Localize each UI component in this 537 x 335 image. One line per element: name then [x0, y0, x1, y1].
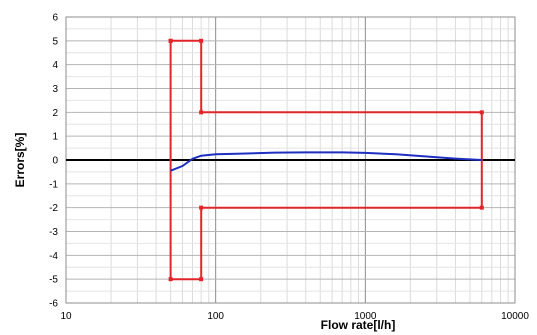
x-tick-label: 1000 [354, 311, 377, 322]
y-tick-label: 3 [52, 84, 58, 95]
data-point [168, 277, 173, 282]
y-tick-labels: 6 5 4 3 2 1 0 -1 -2 -3 -4 -5 -6 [49, 13, 58, 310]
y-tick-label: -6 [49, 299, 58, 310]
data-point [199, 38, 204, 43]
y-tick-label: 5 [52, 36, 58, 47]
data-point [199, 205, 204, 210]
y-tick-label: -5 [49, 275, 58, 286]
x-tick-labels: 10 100 1000 10000 [60, 311, 529, 322]
y-tick-label: 1 [52, 132, 58, 143]
y-tick-label: 4 [52, 60, 58, 71]
y-tick-label: 0 [52, 156, 58, 167]
data-point [199, 277, 204, 282]
y-tick-label: -4 [49, 251, 58, 262]
x-tick-label: 100 [207, 311, 224, 322]
data-point [168, 38, 173, 43]
series-layer [168, 38, 484, 282]
x-axis-title: Flow rate[l/h] [321, 318, 396, 332]
y-tick-label: -1 [49, 179, 58, 190]
y-tick-label: 6 [52, 13, 58, 24]
y-tick-label: 2 [52, 108, 58, 119]
x-tick-label: 10 [60, 311, 72, 322]
series-line-2 [170, 151, 482, 172]
data-point [479, 110, 484, 115]
y-axis-title: Errors[%] [13, 133, 27, 188]
data-point [199, 110, 204, 115]
x-tick-label: 10000 [501, 311, 529, 322]
y-tick-label: -3 [49, 227, 58, 238]
data-point [479, 205, 484, 210]
y-tick-label: -2 [49, 203, 58, 214]
